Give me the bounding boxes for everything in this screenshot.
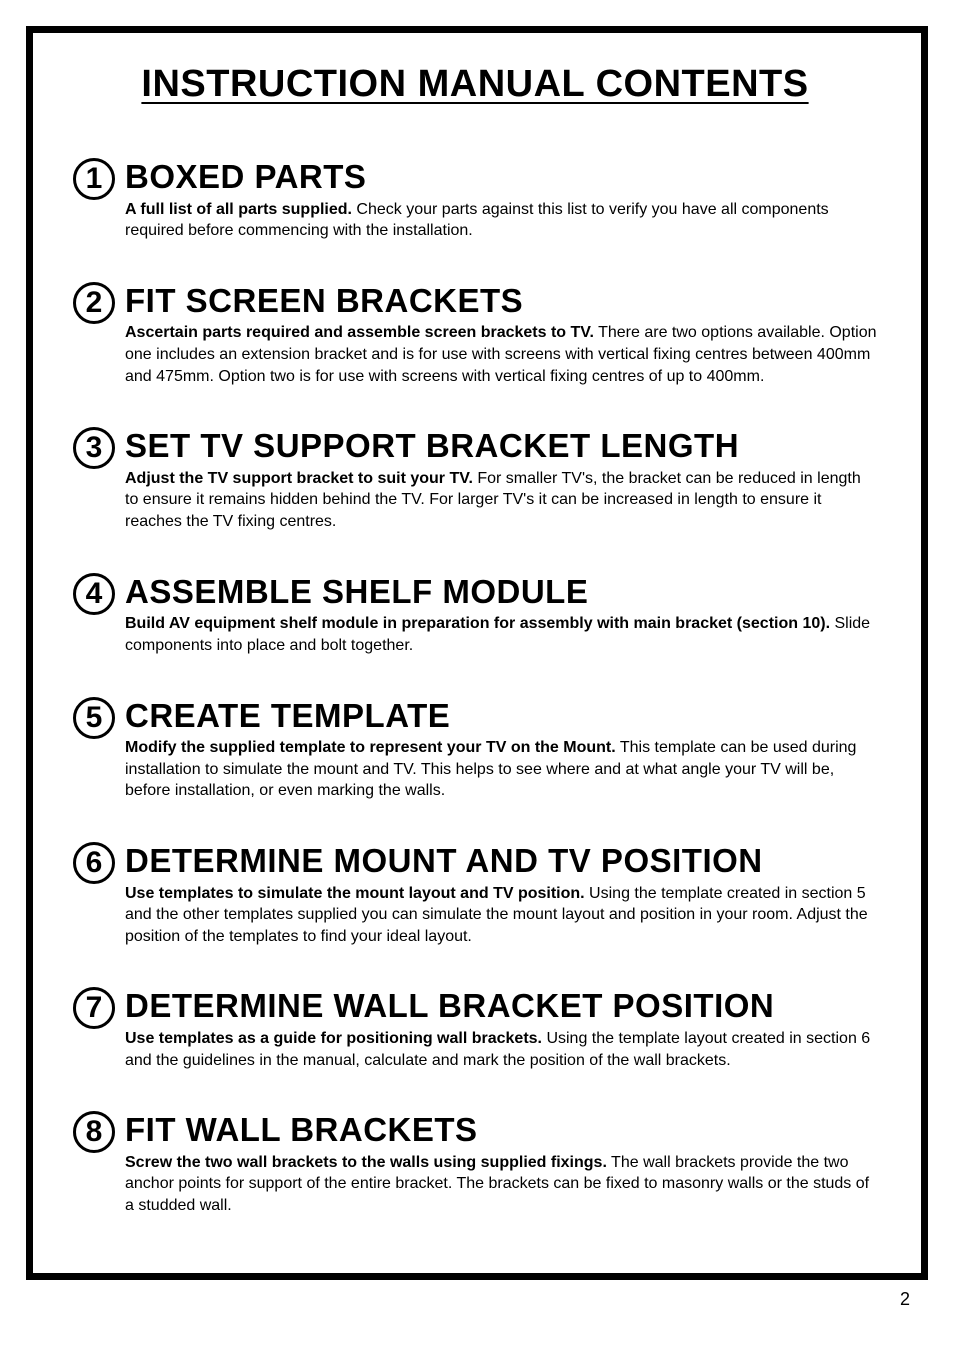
- section-title: DETERMINE MOUNT AND TV POSITION: [125, 844, 877, 879]
- section-number-icon: 8: [73, 1111, 115, 1153]
- section-body: DETERMINE MOUNT AND TV POSITION Use temp…: [125, 844, 877, 947]
- section-desc: Adjust the TV support bracket to suit yo…: [125, 468, 877, 533]
- section-body: CREATE TEMPLATE Modify the supplied temp…: [125, 699, 877, 802]
- section-4: 4 ASSEMBLE SHELF MODULE Build AV equipme…: [73, 575, 877, 657]
- section-bold: Adjust the TV support bracket to suit yo…: [125, 470, 473, 487]
- section-body: FIT WALL BRACKETS Screw the two wall bra…: [125, 1113, 877, 1216]
- section-2: 2 FIT SCREEN BRACKETS Ascertain parts re…: [73, 284, 877, 387]
- section-3: 3 SET TV SUPPORT BRACKET LENGTH Adjust t…: [73, 429, 877, 532]
- section-title: FIT SCREEN BRACKETS: [125, 284, 877, 319]
- section-bold: Use templates to simulate the mount layo…: [125, 885, 585, 902]
- section-desc: Build AV equipment shelf module in prepa…: [125, 613, 877, 656]
- page-number: 2: [900, 1289, 910, 1310]
- section-number-icon: 5: [73, 697, 115, 739]
- section-8: 8 FIT WALL BRACKETS Screw the two wall b…: [73, 1113, 877, 1216]
- section-body: ASSEMBLE SHELF MODULE Build AV equipment…: [125, 575, 877, 657]
- section-number-icon: 2: [73, 282, 115, 324]
- section-body: SET TV SUPPORT BRACKET LENGTH Adjust the…: [125, 429, 877, 532]
- section-bold: Ascertain parts required and assemble sc…: [125, 324, 594, 341]
- section-number-icon: 7: [73, 987, 115, 1029]
- section-number-icon: 1: [73, 158, 115, 200]
- section-desc: Screw the two wall brackets to the walls…: [125, 1152, 877, 1217]
- section-title: DETERMINE WALL BRACKET POSITION: [125, 989, 877, 1024]
- section-title: CREATE TEMPLATE: [125, 699, 877, 734]
- section-bold: Modify the supplied template to represen…: [125, 739, 616, 756]
- section-bold: Screw the two wall brackets to the walls…: [125, 1154, 607, 1171]
- section-7: 7 DETERMINE WALL BRACKET POSITION Use te…: [73, 989, 877, 1071]
- section-6: 6 DETERMINE MOUNT AND TV POSITION Use te…: [73, 844, 877, 947]
- section-title: ASSEMBLE SHELF MODULE: [125, 575, 877, 610]
- section-desc: Use templates to simulate the mount layo…: [125, 883, 877, 948]
- section-desc: Use templates as a guide for positioning…: [125, 1028, 877, 1071]
- section-number-icon: 4: [73, 573, 115, 615]
- section-desc: Modify the supplied template to represen…: [125, 737, 877, 802]
- section-number-icon: 3: [73, 427, 115, 469]
- section-5: 5 CREATE TEMPLATE Modify the supplied te…: [73, 699, 877, 802]
- section-title: SET TV SUPPORT BRACKET LENGTH: [125, 429, 877, 464]
- section-bold: Build AV equipment shelf module in prepa…: [125, 615, 830, 632]
- section-desc: A full list of all parts supplied. Check…: [125, 199, 877, 242]
- page-title: INSTRUCTION MANUAL CONTENTS: [73, 63, 877, 106]
- section-number-icon: 6: [73, 842, 115, 884]
- section-body: FIT SCREEN BRACKETS Ascertain parts requ…: [125, 284, 877, 387]
- section-bold: Use templates as a guide for positioning…: [125, 1030, 542, 1047]
- section-bold: A full list of all parts supplied.: [125, 201, 352, 218]
- section-title: FIT WALL BRACKETS: [125, 1113, 877, 1148]
- section-body: DETERMINE WALL BRACKET POSITION Use temp…: [125, 989, 877, 1071]
- section-1: 1 BOXED PARTS A full list of all parts s…: [73, 160, 877, 242]
- section-body: BOXED PARTS A full list of all parts sup…: [125, 160, 877, 242]
- section-title: BOXED PARTS: [125, 160, 877, 195]
- page-frame: INSTRUCTION MANUAL CONTENTS 1 BOXED PART…: [26, 26, 928, 1280]
- section-desc: Ascertain parts required and assemble sc…: [125, 322, 877, 387]
